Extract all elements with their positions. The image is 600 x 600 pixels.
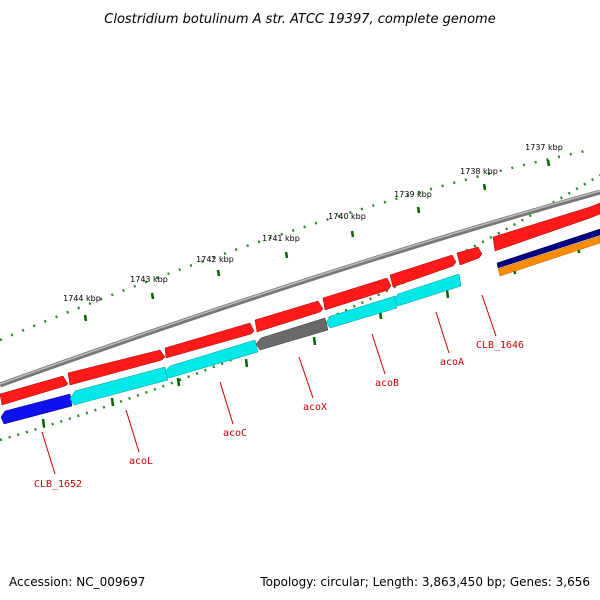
forward-gene-4 [254, 300, 324, 333]
reverse-gene-navy [496, 228, 600, 269]
tick-label-1737: 1737 kbp [525, 143, 563, 152]
tick-label-1740: 1740 kbp [328, 212, 366, 221]
gene-labels: CLB_1652 acoL acoC acoX acoB acoA CLB_16… [34, 340, 524, 490]
genome-backbone [0, 189, 600, 388]
reverse-strand-genes [0, 228, 600, 425]
gene-label-clb1646: CLB_1646 [476, 340, 524, 351]
gene-label-acob: acoB [375, 378, 399, 389]
tick-labels: 1744 kbp 1743 kbp 1742 kbp 1741 kbp 1740… [63, 143, 563, 303]
genome-stats-text: Topology: circular; Length: 3,863,450 bp… [259, 575, 590, 589]
tick-label-1739: 1739 kbp [394, 190, 432, 199]
reverse-gene-acob [325, 295, 398, 329]
tick-label-1738: 1738 kbp [460, 167, 498, 176]
reverse-gene-acol [69, 366, 169, 406]
gene-label-acox: acoX [303, 402, 327, 413]
gene-label-clb1652: CLB_1652 [34, 479, 82, 490]
forward-strand-genes [0, 202, 600, 406]
reverse-gene-clb1652 [0, 393, 73, 425]
genome-backbone-highlight [0, 190, 600, 385]
gene-label-acol: acoL [129, 456, 153, 467]
forward-gene-1 [0, 375, 69, 406]
outer-major-ticks [83, 159, 551, 322]
forward-gene-2 [67, 349, 166, 386]
tick-label-1741: 1741 kbp [262, 234, 300, 243]
tick-label-1742: 1742 kbp [196, 255, 234, 264]
inner-major-ticks [41, 244, 581, 428]
forward-gene-7 [456, 246, 483, 266]
reverse-gene-acoa [393, 273, 462, 307]
accession-text: Accession: NC_009697 [9, 575, 145, 589]
reverse-gene-orange [497, 235, 600, 277]
forward-gene-5 [322, 277, 392, 311]
reverse-gene-acox [255, 317, 329, 351]
forward-gene-3 [164, 322, 255, 359]
forward-gene-6 [389, 254, 457, 288]
tick-label-1744: 1744 kbp [63, 294, 101, 303]
map-title: Clostridium botulinum A str. ATCC 19397,… [104, 12, 495, 27]
gene-label-acoc: acoC [223, 428, 247, 439]
gene-label-acoa: acoA [440, 357, 464, 368]
forward-gene-8 [492, 202, 600, 252]
tick-label-1743: 1743 kbp [130, 275, 168, 284]
reverse-gene-acoc [164, 339, 259, 379]
label-leaders [41, 294, 497, 475]
